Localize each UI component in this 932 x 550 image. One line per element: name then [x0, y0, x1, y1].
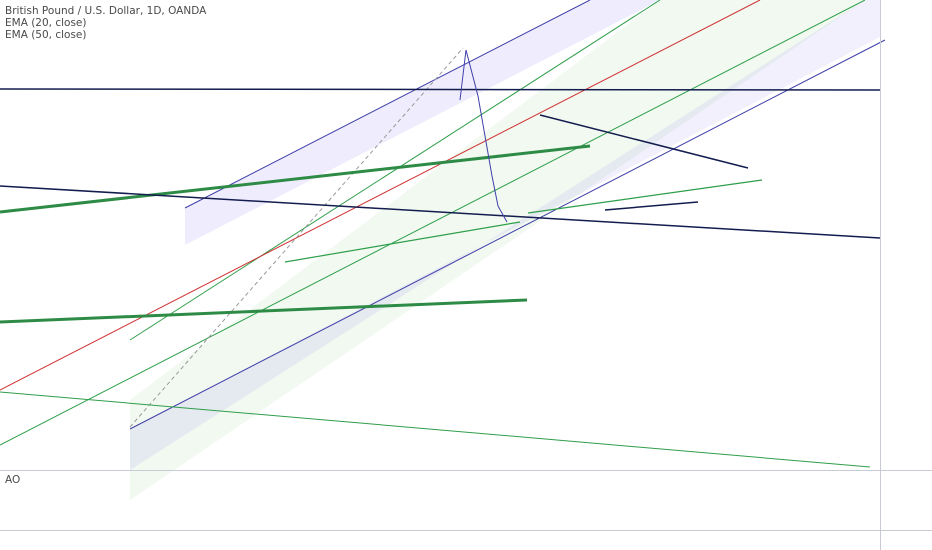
horizontal-line	[0, 88, 881, 91]
indicator-label: EMA (50, close)	[5, 29, 87, 41]
channel-line	[129, 0, 661, 341]
trend-line	[0, 391, 871, 468]
channel-fill	[130, 0, 865, 500]
channel-line	[0, 0, 866, 446]
pitchfork-handle	[129, 47, 464, 428]
ao-title: AO	[5, 474, 20, 486]
trend-line	[0, 185, 881, 239]
trend-line	[0, 144, 591, 214]
wave-path	[459, 49, 508, 223]
channel-fill	[130, 0, 880, 470]
channel-fill	[185, 0, 660, 245]
legend: British Pound / U.S. Dollar, 1D, OANDA E…	[5, 5, 207, 486]
trend-lines	[0, 49, 881, 468]
channel-line	[184, 0, 591, 209]
channel-line	[129, 39, 886, 430]
triangle-line	[539, 114, 749, 169]
indicator-label: EMA (20, close)	[5, 17, 87, 29]
trend-line	[0, 298, 528, 324]
pitchfork	[0, 0, 886, 500]
triangle-line	[604, 201, 699, 211]
trend-line	[527, 179, 763, 214]
trend-line	[284, 221, 521, 263]
channel-line	[0, 0, 761, 391]
chart-title: British Pound / U.S. Dollar, 1D, OANDA	[5, 5, 207, 17]
